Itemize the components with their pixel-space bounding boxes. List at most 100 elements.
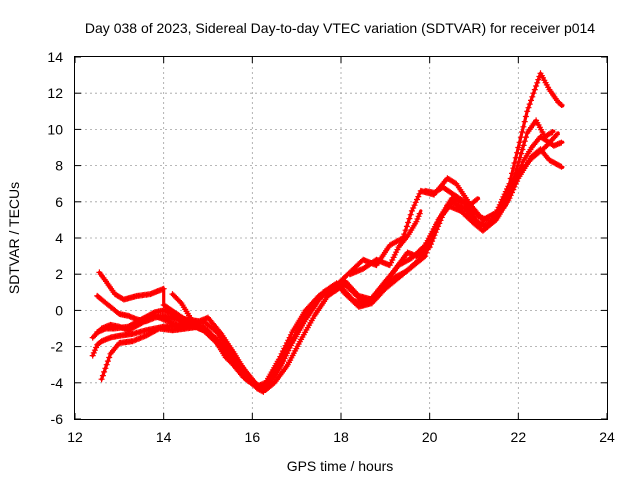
grid-lines [74,56,608,420]
data-point-marker [516,139,523,146]
series-9 [169,291,210,335]
data-point-marker [513,167,520,173]
series-trace [91,135,565,390]
y-tick-label: -2 [51,339,64,355]
series-5 [94,131,560,393]
data-point-marker [407,211,414,218]
data-point-marker [414,216,421,222]
data-point-marker [553,131,560,138]
data-point-marker [528,97,534,104]
data-point-marker [558,102,565,108]
data-point-marker [98,376,105,383]
data-point-marker [284,350,290,357]
plot-frame [74,56,608,420]
series-1 [89,146,565,395]
x-tick-labels: 12 14 16 18 20 22 24 [67,429,615,445]
data-point-marker [529,93,536,100]
data-point-marker [519,129,526,135]
data-point-marker [438,214,445,221]
y-tick-label: 0 [55,302,63,318]
x-tick-label: 14 [156,429,172,445]
data-point-marker [503,199,510,206]
data-point-marker [435,223,442,230]
y-tick-label: 10 [47,121,63,137]
data-point-marker [505,194,512,200]
y-tick-label: 6 [55,194,63,210]
data-point-marker [91,347,98,354]
series-8 [346,209,423,278]
data-point-marker [282,342,289,349]
data-point-marker [516,154,523,161]
data-point-marker [421,254,427,261]
data-point-marker [436,220,443,227]
data-point-marker [511,160,518,166]
data-point-marker [526,101,533,108]
data-point-marker [89,352,96,359]
data-point-marker [515,144,522,151]
data-point-marker [514,149,521,156]
series-3 [94,70,565,393]
data-point-marker [515,158,522,165]
data-point-marker [403,223,410,230]
data-point-marker [535,76,542,83]
data-point-marker [531,86,538,93]
x-tick-label: 16 [245,429,261,445]
series-6 [98,323,263,392]
data-point-marker [402,227,409,234]
data-point-marker [549,129,556,135]
data-point-marker [511,180,518,186]
data-point-marker [514,162,521,169]
data-point-marker [416,210,423,217]
data-point-marker [533,83,540,89]
data-point-marker [203,328,210,335]
data-point-marker [524,108,531,115]
data-point-marker [502,202,508,209]
data-point-marker [474,196,481,203]
y-axis-label: SDTVAR / TECUs [6,182,22,294]
data-point-marker [102,365,109,372]
data-point-marker [408,207,415,214]
data-point-marker [427,241,434,248]
data-point-marker [405,219,412,226]
y-tick-labels: -6 -4 -2 0 2 4 6 8 10 12 14 [47,49,63,427]
data-point-marker [103,361,110,368]
data-point-marker [177,298,184,305]
data-point-marker [506,191,513,198]
data-point-marker [101,368,108,375]
y-tick-label: -4 [51,375,64,391]
series-trace [95,71,565,392]
data-point-marker [430,235,437,242]
series-4 [96,117,556,390]
data-point-marker [522,113,529,120]
data-point-marker [557,101,564,108]
data-point-marker [534,79,541,86]
y-tick-label: 2 [55,266,63,282]
data-point-marker [472,197,479,204]
data-point-marker [432,229,439,236]
data-point-marker [413,218,420,225]
data-point-marker [255,385,262,391]
data-point-marker [431,232,438,239]
data-point-marker [518,150,525,157]
data-point-marker [160,285,167,292]
data-point-marker [519,146,526,153]
data-point-marker [509,185,516,192]
x-tick-label: 22 [511,429,527,445]
data-point-marker [415,213,422,220]
data-point-marker [510,182,517,189]
data-point-marker [99,372,106,379]
data-point-marker [557,163,564,170]
data-point-marker [414,196,420,203]
series-7 [422,184,481,209]
data-point-marker [504,196,511,203]
data-point-marker [512,177,519,184]
y-tick-label: -6 [51,411,64,427]
data-point-marker [411,202,418,209]
data-point-marker [287,331,294,338]
data-point-marker [93,344,100,351]
data-point-marker [520,142,527,149]
data-point-marker [277,353,284,360]
series-2 [89,133,565,392]
x-tick-label: 18 [333,429,349,445]
